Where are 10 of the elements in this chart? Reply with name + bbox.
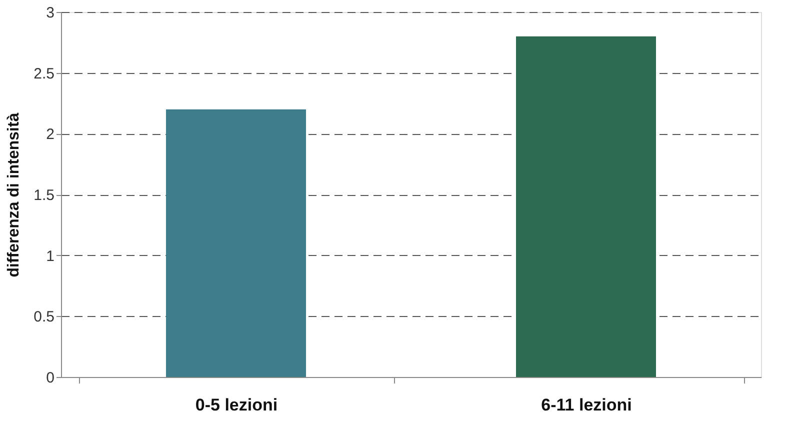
x-tick-label: 6-11 lezioni — [541, 396, 632, 414]
x-tick-label: 0-5 lezioni — [195, 396, 278, 414]
y-tick-label: 0.5 — [34, 308, 54, 326]
y-tick-label: 1.5 — [34, 187, 54, 204]
y-axis-title: differenza di intensità — [6, 112, 23, 278]
y-tick-label: 2 — [46, 126, 54, 144]
y-tick-label: 1 — [46, 248, 54, 265]
y-tick-label: 0 — [46, 370, 54, 386]
y-tick-label: 3 — [46, 4, 54, 22]
y-tick-label: 2.5 — [34, 65, 54, 82]
